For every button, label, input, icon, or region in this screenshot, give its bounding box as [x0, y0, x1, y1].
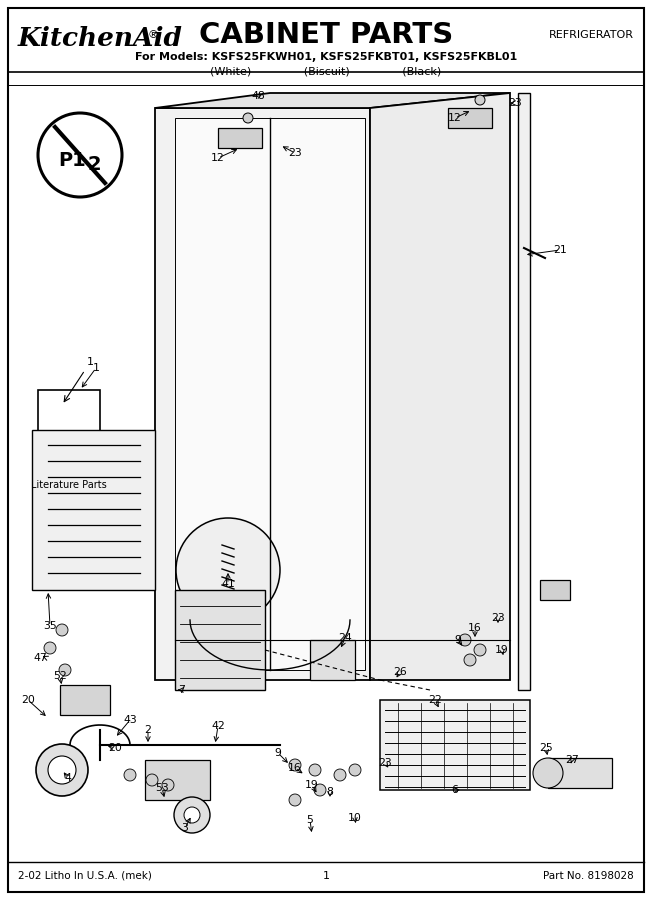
Text: 41: 41 [221, 579, 235, 589]
Circle shape [475, 95, 485, 105]
Circle shape [464, 654, 476, 666]
Circle shape [48, 756, 76, 784]
Circle shape [474, 644, 486, 656]
Text: 7: 7 [179, 685, 185, 695]
Text: 20: 20 [108, 743, 122, 753]
Polygon shape [60, 685, 110, 715]
Text: 23: 23 [378, 758, 392, 768]
Text: 3: 3 [181, 823, 188, 833]
Circle shape [334, 769, 346, 781]
Text: 23: 23 [288, 148, 302, 158]
Text: 42: 42 [211, 721, 225, 731]
Polygon shape [310, 640, 355, 680]
Text: REFRIGERATOR: REFRIGERATOR [549, 30, 634, 40]
Text: 22: 22 [428, 695, 442, 705]
Bar [38, 390, 100, 465]
Text: 47: 47 [33, 653, 47, 663]
Text: KitchenAid: KitchenAid [18, 25, 183, 50]
Circle shape [146, 774, 158, 786]
Circle shape [162, 779, 174, 791]
Text: 2: 2 [88, 156, 102, 175]
Text: 5: 5 [306, 815, 314, 825]
Text: 26: 26 [393, 667, 407, 677]
Polygon shape [448, 108, 492, 128]
Text: 27: 27 [565, 755, 579, 765]
Text: 48: 48 [251, 91, 265, 101]
Text: 25: 25 [539, 743, 553, 753]
Text: ®: ® [148, 30, 159, 40]
Text: 43: 43 [123, 715, 137, 725]
Circle shape [289, 759, 301, 771]
Text: 52: 52 [53, 671, 67, 681]
Text: 1: 1 [93, 363, 100, 373]
Circle shape [124, 769, 136, 781]
Circle shape [243, 113, 253, 123]
Circle shape [59, 664, 71, 676]
Text: 16: 16 [288, 763, 302, 773]
Polygon shape [370, 93, 510, 680]
Circle shape [176, 518, 280, 622]
Circle shape [533, 758, 563, 788]
Text: 19: 19 [495, 645, 509, 655]
Text: 23: 23 [508, 98, 522, 108]
Polygon shape [175, 118, 365, 670]
Text: 9: 9 [454, 635, 462, 645]
Circle shape [36, 744, 88, 796]
Polygon shape [218, 128, 262, 148]
Text: 16: 16 [468, 623, 482, 633]
Text: 2-02 Litho In U.S.A. (mek): 2-02 Litho In U.S.A. (mek) [18, 871, 152, 881]
Text: 23: 23 [491, 613, 505, 623]
Text: P1: P1 [58, 150, 86, 169]
Circle shape [459, 634, 471, 646]
Text: For Models: KSFS25FKWH01, KSFS25FKBT01, KSFS25FKBL01: For Models: KSFS25FKWH01, KSFS25FKBT01, … [135, 52, 517, 62]
Text: (White)               (Biscuit)               (Black): (White) (Biscuit) (Black) [211, 67, 441, 77]
Text: Part No. 8198028: Part No. 8198028 [543, 871, 634, 881]
Text: 10: 10 [348, 813, 362, 823]
Text: 4: 4 [65, 773, 72, 783]
Text: 20: 20 [21, 695, 35, 705]
Polygon shape [518, 93, 530, 690]
Polygon shape [175, 590, 265, 690]
Text: 24: 24 [338, 633, 352, 643]
Text: 1: 1 [87, 357, 93, 367]
Circle shape [289, 794, 301, 806]
Polygon shape [32, 430, 155, 590]
Text: 19: 19 [305, 780, 319, 790]
Text: 53: 53 [155, 783, 169, 793]
Text: CABINET PARTS: CABINET PARTS [199, 21, 453, 49]
Circle shape [309, 764, 321, 776]
Polygon shape [145, 760, 210, 800]
Circle shape [56, 624, 68, 636]
Circle shape [174, 797, 210, 833]
Text: 6: 6 [452, 785, 458, 795]
Text: 9: 9 [274, 748, 282, 758]
Polygon shape [548, 758, 612, 788]
Polygon shape [540, 580, 570, 600]
Circle shape [314, 784, 326, 796]
Text: 12: 12 [448, 113, 462, 123]
Text: Literature Parts: Literature Parts [31, 480, 107, 490]
Circle shape [38, 113, 122, 197]
Text: 1: 1 [323, 871, 329, 881]
Text: 21: 21 [553, 245, 567, 255]
Text: 8: 8 [327, 787, 333, 797]
Polygon shape [380, 700, 530, 790]
Text: 35: 35 [43, 621, 57, 631]
Text: 2: 2 [145, 725, 151, 735]
Circle shape [349, 764, 361, 776]
Text: 12: 12 [211, 153, 225, 163]
Polygon shape [155, 108, 370, 680]
Polygon shape [155, 93, 510, 108]
Circle shape [184, 807, 200, 823]
Circle shape [44, 642, 56, 654]
